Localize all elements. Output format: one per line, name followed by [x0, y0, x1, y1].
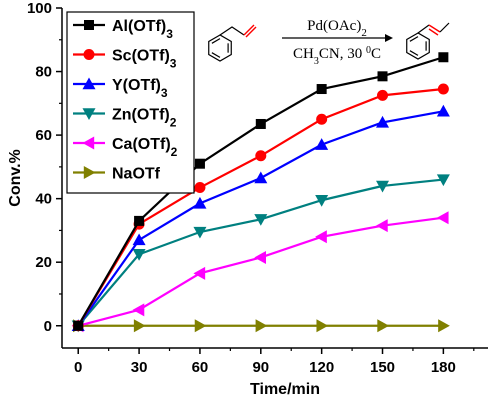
- x-tick-label: 90: [252, 359, 269, 376]
- data-point: [194, 319, 207, 333]
- series-4: [71, 211, 449, 333]
- data-point: [132, 303, 145, 317]
- legend-label: Ca(OTf)2: [112, 136, 178, 159]
- data-point: [316, 84, 327, 95]
- data-point: [193, 266, 206, 280]
- data-point: [376, 180, 390, 193]
- data-point: [438, 52, 449, 63]
- data-point: [315, 230, 327, 244]
- benzene-ring: [406, 32, 430, 60]
- x-tick-label: 120: [309, 359, 334, 376]
- legend-marker: [83, 166, 96, 179]
- data-point: [436, 211, 449, 225]
- data-point: [316, 319, 329, 333]
- y-tick-label: 60: [35, 127, 52, 144]
- data-point: [376, 115, 390, 128]
- chart-marks: [71, 52, 450, 333]
- reaction-scheme: Pd(OAc)2 CH3CN, 30 0C: [208, 18, 450, 67]
- legend-marker: [84, 20, 94, 30]
- product-structure: [406, 22, 450, 60]
- terminal-double-bond: [243, 24, 255, 36]
- ring-double-bond: [409, 36, 419, 42]
- y-tick-label: 0: [44, 318, 52, 335]
- data-point: [133, 319, 146, 333]
- data-point: [254, 171, 268, 184]
- data-point: [255, 319, 268, 333]
- internal-double-bond: [428, 28, 439, 36]
- x-tick-label: 30: [131, 359, 148, 376]
- ring-double-bond: [409, 50, 419, 56]
- reactant-structure: [208, 24, 257, 62]
- data-point: [193, 196, 207, 209]
- data-point: [377, 71, 388, 82]
- data-point: [73, 320, 84, 331]
- legend-marker: [82, 136, 95, 150]
- series-3: [71, 174, 450, 333]
- propenyl-bond: [417, 24, 430, 34]
- data-point: [132, 233, 146, 246]
- legend-marker: [83, 49, 95, 60]
- y-tick-label: 40: [35, 191, 52, 208]
- data-point: [377, 319, 390, 333]
- x-tick-label: 0: [74, 359, 82, 376]
- arrow-head: [385, 34, 393, 42]
- data-point: [134, 215, 145, 226]
- x-tick-label: 60: [192, 359, 209, 376]
- data-point: [254, 250, 266, 264]
- legend-marker: [82, 77, 96, 90]
- data-point: [315, 195, 329, 207]
- series-line: [77, 178, 444, 327]
- ring-double-bond: [211, 38, 221, 44]
- allyl-chain: [219, 26, 245, 36]
- terminal-double-bond: [245, 26, 257, 38]
- legend-label: Y(OTf)3: [112, 77, 168, 100]
- ring-double-bond: [211, 52, 221, 58]
- x-axis-title: Time/min: [250, 381, 320, 398]
- legend-marker: [82, 108, 96, 120]
- legend-label: Al(OTf)3: [112, 18, 173, 41]
- y-tick-label: 80: [35, 64, 52, 81]
- data-point: [316, 113, 328, 125]
- catalyst-label: Pd(OAc)2: [307, 18, 367, 39]
- x-tick-label: 150: [370, 359, 395, 376]
- data-point: [194, 182, 206, 194]
- data-point: [194, 158, 205, 169]
- legend-label: Sc(OTf)3: [112, 48, 177, 71]
- data-point: [377, 89, 389, 101]
- conditions-label: CH3CN, 30 0C: [293, 45, 381, 67]
- data-point: [315, 138, 329, 150]
- y-tick-label: 100: [27, 0, 52, 17]
- y-tick-label: 20: [35, 254, 52, 271]
- series-0: [73, 52, 449, 331]
- methyl-bond: [439, 22, 450, 33]
- data-point: [254, 214, 268, 226]
- series-5: [73, 319, 450, 333]
- data-point: [132, 249, 146, 261]
- data-point: [438, 319, 450, 333]
- internal-double-bond: [428, 24, 441, 33]
- plot-frame: 0 30 60 90 120 150 180 0 20 40 60 80 100 Time/min Conv…: [7, 0, 488, 398]
- legend: Al(OTf)3 Sc(OTf)3 Y(OTf)3 Zn(OTf)2 Ca(OTf)2 N…: [66, 11, 195, 194]
- data-point: [436, 104, 450, 117]
- legend-label: Zn(OTf)2: [112, 107, 177, 130]
- data-point: [255, 118, 266, 129]
- data-point: [436, 174, 450, 187]
- y-axis-title: Conv.%: [7, 149, 24, 206]
- data-point: [376, 219, 388, 233]
- legend-label: NaOTf: [112, 166, 161, 183]
- data-point: [437, 83, 449, 95]
- legend-box: [66, 11, 195, 194]
- benzene-ring: [208, 34, 232, 62]
- data-point: [255, 150, 267, 162]
- x-tick-label: 180: [431, 359, 456, 376]
- data-point: [193, 226, 207, 239]
